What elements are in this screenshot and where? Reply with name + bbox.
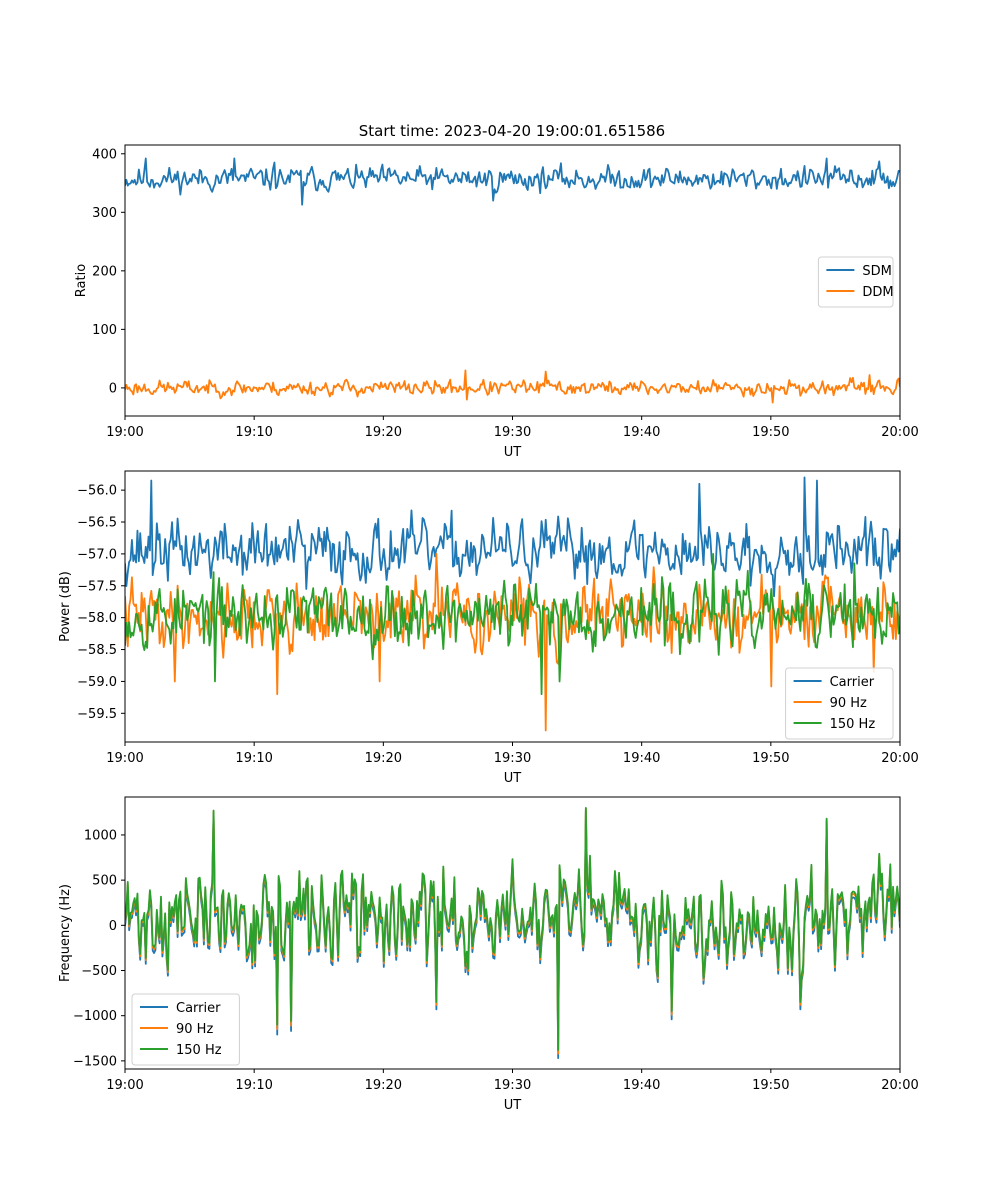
legend-label: SDM <box>862 264 891 279</box>
y-tick-label: 300 <box>92 206 117 221</box>
y-tick-label: −1000 <box>73 1009 117 1024</box>
y-tick-label: −59.0 <box>77 675 117 690</box>
x-tick-label: 19:00 <box>106 751 143 766</box>
x-tick-label: 19:50 <box>752 751 789 766</box>
x-tick-label: 19:10 <box>235 751 272 766</box>
y-tick-label: 500 <box>92 874 117 889</box>
x-tick-label: 19:30 <box>494 1078 531 1093</box>
y-tick-label: −57.0 <box>77 547 117 562</box>
frequency-panel: 19:00 19:10 19:20 19:30 19:40 19:50 20:00 UT −15… <box>58 796 919 1113</box>
y-tick-label: 0 <box>109 381 117 396</box>
y-tick-label: 1000 <box>84 828 117 843</box>
legend-box <box>785 667 894 740</box>
y-tick-label: 0 <box>109 919 117 934</box>
x-tick-label: 19:20 <box>365 425 402 440</box>
x-tick-label: 19:50 <box>752 1078 789 1093</box>
y-axis-label: Ratio <box>74 264 89 297</box>
x-tick-label: 19:40 <box>623 425 660 440</box>
legend-label: DDM <box>862 285 893 300</box>
x-tick-label: 19:40 <box>623 1078 660 1093</box>
y-tick-label: −58.5 <box>77 643 117 658</box>
x-axis-label: UT <box>504 445 522 460</box>
y-tick-label: −500 <box>81 964 117 979</box>
ratio-panel: 19:00 19:10 19:20 19:30 19:40 19:50 20:00 UT 0 10… <box>74 144 919 460</box>
y-tick-label: 400 <box>92 147 117 162</box>
x-axis-label: UT <box>504 1098 522 1113</box>
legend-label: Carrier <box>830 675 875 690</box>
y-tick-label: −59.5 <box>77 707 117 722</box>
x-tick-label: 20:00 <box>881 1078 918 1093</box>
y-tick-label: 200 <box>92 264 117 279</box>
axes-frame <box>124 144 901 417</box>
legend-box <box>131 993 240 1066</box>
series-line-150-hz <box>125 552 900 696</box>
series-line-sdm <box>125 157 900 206</box>
x-tick-label: 19:00 <box>106 425 143 440</box>
legend: SDM DDM <box>817 256 894 308</box>
y-tick-label: 100 <box>92 323 117 338</box>
series-line-carrier <box>125 476 900 598</box>
x-tick-label: 20:00 <box>881 751 918 766</box>
y-tick-label: −58.0 <box>77 611 117 626</box>
x-tick-label: 19:40 <box>623 751 660 766</box>
figure-title: Start time: 2023-04-20 19:00:01.651586 <box>359 122 665 140</box>
x-tick-label: 19:30 <box>494 425 531 440</box>
legend-label: 90 Hz <box>830 696 867 711</box>
x-tick-label: 19:20 <box>365 751 402 766</box>
legend-label: Carrier <box>176 1001 221 1016</box>
legend: Carrier 90 Hz 150 Hz <box>131 993 240 1066</box>
x-tick-label: 19:10 <box>235 425 272 440</box>
x-tick-label: 19:10 <box>235 1078 272 1093</box>
y-axis-label: Frequency (Hz) <box>58 884 73 982</box>
legend: Carrier 90 Hz 150 Hz <box>785 667 894 740</box>
series-line-150-hz <box>125 806 900 1051</box>
y-tick-label: −57.5 <box>77 579 117 594</box>
series-line-90-hz <box>125 552 900 732</box>
legend-label: 150 Hz <box>830 717 876 732</box>
legend-label: 90 Hz <box>176 1022 213 1037</box>
legend-label: 150 Hz <box>176 1043 222 1058</box>
x-tick-label: 19:00 <box>106 1078 143 1093</box>
x-tick-label: 19:30 <box>494 751 531 766</box>
y-tick-label: −56.0 <box>77 484 117 499</box>
x-axis-label: UT <box>504 771 522 786</box>
y-tick-label: −1500 <box>73 1054 117 1069</box>
x-tick-label: 19:20 <box>365 1078 402 1093</box>
y-tick-label: −56.5 <box>77 516 117 531</box>
x-tick-label: 20:00 <box>881 425 918 440</box>
series-line-ddm <box>125 369 900 404</box>
y-axis-label: Power (dB) <box>58 571 73 642</box>
x-tick-label: 19:50 <box>752 425 789 440</box>
power-panel: 19:00 19:10 19:20 19:30 19:40 19:50 20:00 UT −59… <box>58 470 919 786</box>
